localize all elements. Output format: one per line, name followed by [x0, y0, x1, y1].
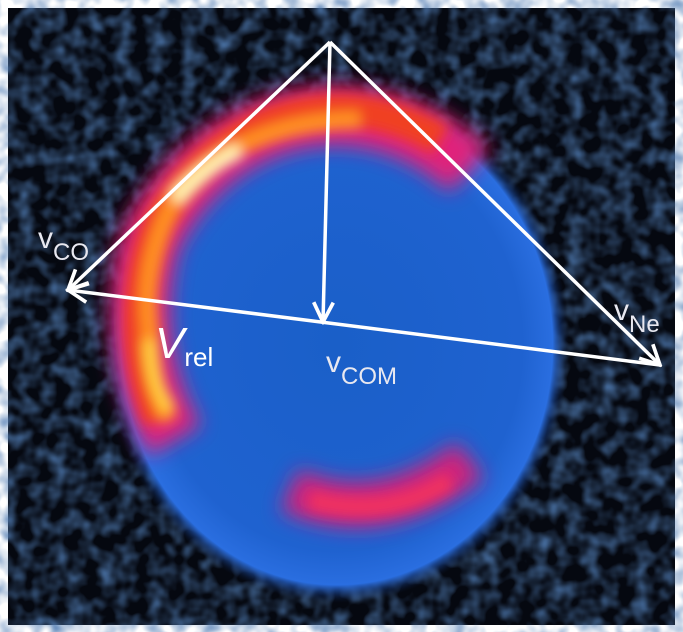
label-main: v: [38, 222, 53, 255]
label-sub: Ne: [629, 311, 660, 338]
velocity-map-image: vCO vNe vCOM Vrel: [0, 0, 683, 632]
label-sub: rel: [184, 342, 213, 372]
label-sub: COM: [341, 363, 397, 390]
label-main: v: [614, 294, 629, 327]
label-sub: CO: [53, 239, 89, 266]
page: vCO vNe vCOM Vrel (() => { const data = …: [0, 0, 683, 632]
label-main: V: [155, 319, 188, 368]
label-main: v: [326, 346, 341, 379]
